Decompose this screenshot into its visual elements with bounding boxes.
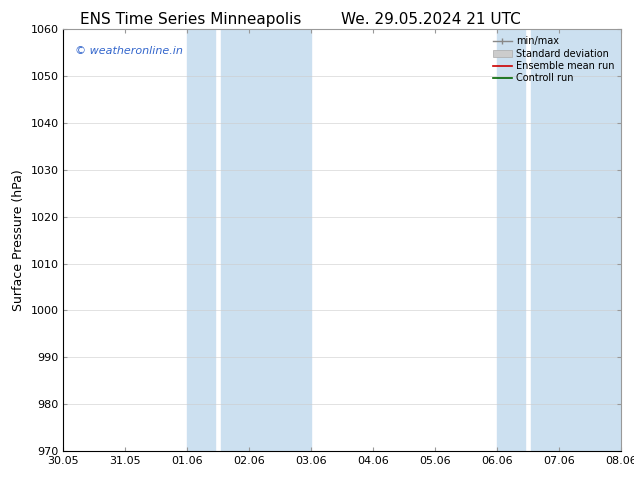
- Bar: [531, 29, 621, 451]
- Bar: [497, 29, 525, 451]
- Bar: [188, 29, 216, 451]
- Bar: [221, 29, 311, 451]
- Text: ENS Time Series Minneapolis: ENS Time Series Minneapolis: [79, 12, 301, 27]
- Y-axis label: Surface Pressure (hPa): Surface Pressure (hPa): [12, 169, 25, 311]
- Legend: min/max, Standard deviation, Ensemble mean run, Controll run: min/max, Standard deviation, Ensemble me…: [491, 34, 616, 85]
- Text: We. 29.05.2024 21 UTC: We. 29.05.2024 21 UTC: [341, 12, 521, 27]
- Text: © weatheronline.in: © weatheronline.in: [75, 46, 183, 56]
